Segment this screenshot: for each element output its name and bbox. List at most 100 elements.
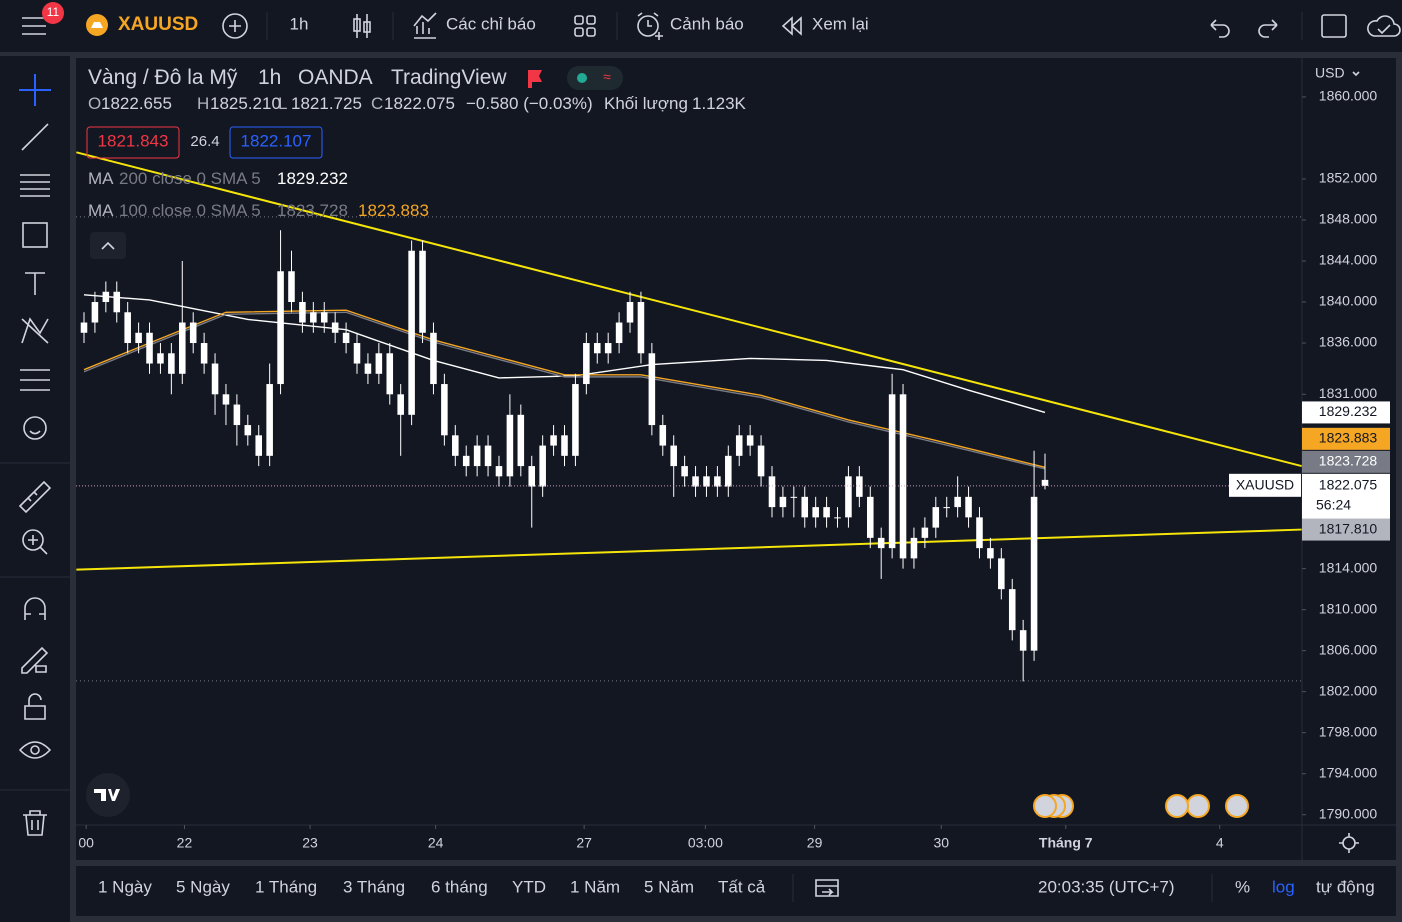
undo-button[interactable] <box>1210 19 1230 38</box>
collapse-legend-button[interactable] <box>90 232 126 259</box>
alert-button[interactable]: Cảnh báo <box>637 12 744 40</box>
candle-body <box>179 322 186 374</box>
remove-tool[interactable] <box>23 810 47 836</box>
clock[interactable]: 20:03:35 (UTC+7) <box>1038 877 1175 896</box>
symbol-button[interactable]: XAUUSD <box>86 14 198 36</box>
ma-legend[interactable]: MA 100 close 0 SMA 5 1823.728 1823.883 <box>88 201 429 220</box>
range-button[interactable]: 1 Ngày <box>98 877 152 896</box>
ma-legend[interactable]: MA 200 close 0 SMA 5 1829.232 <box>88 169 348 188</box>
trend-label-box <box>1302 518 1390 541</box>
price-label-box <box>1302 401 1390 424</box>
interval-button[interactable]: 1h <box>290 14 309 33</box>
price-label: 1829.232 <box>1319 403 1378 419</box>
trendline-tool[interactable] <box>21 123 49 151</box>
layout-button[interactable] <box>574 15 596 37</box>
candle-body <box>222 394 230 405</box>
event-markers[interactable] <box>1033 794 1249 818</box>
redo-button[interactable] <box>1258 19 1278 38</box>
candle-body <box>408 250 415 415</box>
candle-body <box>146 332 153 364</box>
candle-body <box>779 496 787 508</box>
icon-tool[interactable] <box>23 416 47 440</box>
last-price-box <box>1302 473 1390 520</box>
range-button[interactable]: 3 Tháng <box>343 877 405 896</box>
tradingview-logo[interactable] <box>86 773 130 817</box>
axis-settings[interactable] <box>1339 833 1359 853</box>
lock-tool[interactable] <box>24 693 46 720</box>
prediction-tool[interactable] <box>20 369 50 391</box>
x-tick-label: 24 <box>428 835 444 851</box>
percent-toggle[interactable]: % <box>1235 877 1250 896</box>
replay-button[interactable]: Xem lại <box>781 14 869 36</box>
candle-body <box>626 302 634 323</box>
bid-price: 1821.843 <box>98 131 169 150</box>
draw-mode-tool[interactable] <box>21 646 49 674</box>
range-button[interactable]: 5 Ngày <box>176 877 230 896</box>
bottom-toolbar <box>76 866 1396 916</box>
magnet-tool[interactable] <box>24 597 46 620</box>
candle-body <box>921 527 929 538</box>
menu-button[interactable]: 11 <box>22 2 64 35</box>
y-tick-label: 1848.000 <box>1319 211 1378 227</box>
y-tick-label: 1790.000 <box>1319 805 1378 821</box>
auto-toggle[interactable]: tự động <box>1316 877 1375 896</box>
chart-panel <box>76 58 1396 860</box>
price-label-box <box>1302 427 1390 450</box>
candle-body <box>932 507 940 528</box>
volume: 1.123K <box>692 94 747 113</box>
range-button[interactable]: 5 Năm <box>644 877 694 896</box>
visibility-tool[interactable] <box>18 741 52 759</box>
range-button[interactable]: Tất cả <box>718 877 766 896</box>
status-pill <box>567 66 623 90</box>
candle-body <box>102 291 110 303</box>
range-button[interactable]: 6 tháng <box>431 877 488 896</box>
crosshair-tool[interactable] <box>19 74 51 106</box>
candle-body <box>375 353 383 374</box>
candle-body <box>517 414 525 467</box>
pattern-tool[interactable] <box>21 317 49 344</box>
candle-body <box>866 496 874 538</box>
chart-type-button[interactable] <box>353 14 371 38</box>
y-tick-label: 1831.000 <box>1319 385 1378 401</box>
ma-label: MA <box>88 169 114 188</box>
range-button[interactable]: 1 Năm <box>570 877 620 896</box>
candle-body <box>80 322 88 333</box>
x-tick-label: 27 <box>576 835 592 851</box>
ohlc-label: H <box>197 94 209 113</box>
indicators-button[interactable]: Các chỉ báo <box>413 12 536 39</box>
save-button[interactable] <box>1367 15 1401 37</box>
currency[interactable]: USD <box>1315 65 1345 81</box>
ruler-tool[interactable] <box>18 480 52 514</box>
shape-tool[interactable] <box>22 222 48 248</box>
candle-body <box>539 445 546 487</box>
candle-body <box>320 312 328 323</box>
y-tick-label: 1814.000 <box>1319 559 1378 575</box>
fullscreen-button[interactable] <box>1321 14 1347 38</box>
log-toggle[interactable]: log <box>1272 877 1295 896</box>
trendline <box>76 528 1302 571</box>
zoom-tool[interactable] <box>22 529 48 555</box>
text-tool[interactable] <box>25 272 45 295</box>
y-tick-label: 1836.000 <box>1319 334 1378 350</box>
compare-button[interactable] <box>222 13 248 39</box>
candle-body <box>976 517 983 549</box>
y-tick-label: 1802.000 <box>1319 682 1378 698</box>
y-tick-label: 1840.000 <box>1319 293 1378 309</box>
range-button[interactable]: 1 Tháng <box>255 877 317 896</box>
x-tick-label: 30 <box>933 835 949 851</box>
candle-body <box>288 271 295 303</box>
candle-body <box>823 507 830 518</box>
ask-box[interactable] <box>229 126 323 159</box>
candle-body <box>124 312 131 344</box>
x-tick-label: Tháng 7 <box>1039 835 1093 851</box>
ma-value: 1823.883 <box>358 201 429 220</box>
candle-body <box>473 445 481 467</box>
x-tick-label: 03:00 <box>688 835 723 851</box>
range-button[interactable]: YTD <box>512 877 546 896</box>
symbol-tag-label: XAUUSD <box>1236 477 1294 493</box>
candle-body <box>386 353 394 395</box>
bid-box[interactable] <box>86 126 180 159</box>
candle-body <box>987 548 994 559</box>
date-range-button[interactable] <box>815 879 839 897</box>
fib-tool[interactable] <box>20 174 50 197</box>
